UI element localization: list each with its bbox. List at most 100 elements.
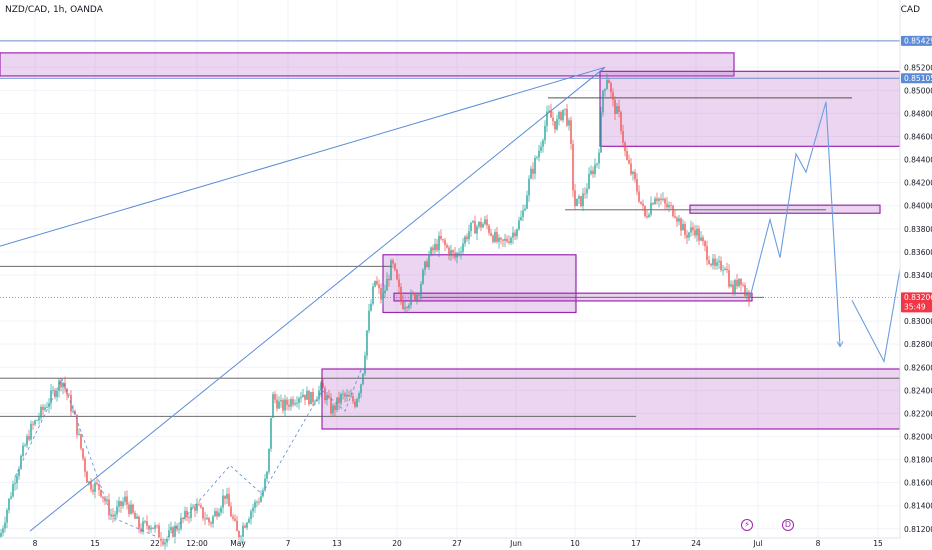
candle-body: [432, 247, 434, 251]
candle-body: [298, 398, 300, 403]
candle-body: [126, 496, 128, 505]
y-tick-label: 0.85000: [904, 86, 932, 95]
candle-body: [488, 225, 490, 233]
candle-body: [170, 527, 172, 531]
candle-body: [716, 262, 718, 266]
candle-body: [736, 280, 738, 287]
candle-body: [532, 168, 534, 174]
candle-body: [732, 284, 734, 294]
candle-body: [4, 522, 6, 529]
candle-body: [118, 501, 120, 507]
candle-body: [596, 163, 598, 165]
dividend-event-icon[interactable]: D: [782, 519, 794, 531]
candle-body: [520, 217, 522, 221]
candle-body: [384, 290, 386, 294]
candle-body: [412, 293, 414, 294]
candle-body: [36, 420, 38, 421]
candle-body: [452, 250, 454, 253]
y-tick-label: 0.83600: [904, 248, 932, 257]
candle-body: [524, 208, 526, 211]
y-tick-label: 0.82000: [904, 432, 932, 441]
y-tick-label: 0.81800: [904, 456, 932, 465]
candle-body: [112, 514, 114, 517]
candle-body: [60, 380, 62, 388]
candle-body: [570, 120, 572, 144]
candle-body: [414, 293, 416, 301]
y-tick-label: 0.84400: [904, 156, 932, 165]
candle-body: [76, 414, 78, 435]
candle-body: [220, 507, 222, 513]
candle-body: [476, 226, 478, 234]
supply-demand-zone: [599, 70, 901, 147]
candle-body: [26, 436, 28, 446]
candle-body: [580, 196, 582, 207]
earnings-event-icon[interactable]: ⚡: [741, 519, 753, 531]
candle-body: [646, 216, 648, 218]
candle-body: [728, 270, 730, 287]
candle-body: [258, 501, 260, 503]
candle-body: [628, 159, 630, 164]
y-tick-label: 0.84800: [904, 109, 932, 118]
forecast-path-secondary: [851, 269, 901, 364]
candle-body: [230, 506, 232, 517]
candle-body: [8, 498, 10, 511]
candle-body: [456, 252, 458, 258]
candle-body: [38, 417, 40, 421]
candle-body: [450, 250, 452, 256]
candle-body: [658, 198, 660, 201]
candle-body: [292, 399, 294, 405]
candle-body: [200, 505, 202, 508]
candle-body: [630, 163, 632, 175]
candle-body: [360, 384, 362, 394]
candle-body: [244, 525, 246, 528]
candle-body: [290, 399, 292, 407]
candle-body: [168, 530, 170, 539]
time-axis[interactable]: 8 15 22 12:00 May 7 13 20 27 Jun 10 17 24 Jul 8 15: [0, 537, 900, 548]
candle-body: [478, 221, 480, 227]
candle-body: [578, 196, 580, 199]
candle-body: [522, 210, 524, 218]
forecast-path: [749, 101, 841, 347]
candle-body: [742, 284, 744, 286]
candle-body: [216, 511, 218, 517]
candle-body: [698, 228, 700, 241]
x-tick-label: 24: [691, 539, 701, 548]
candle-body: [68, 394, 70, 396]
candle-body: [288, 404, 290, 407]
candle-body: [492, 235, 494, 242]
candle-body: [138, 516, 140, 529]
candle-body: [636, 179, 638, 192]
x-tick-label: 27: [452, 539, 462, 548]
price-label-bg: [901, 73, 932, 84]
candle-body: [392, 260, 394, 264]
candle-body: [434, 243, 436, 251]
candle-body: [504, 238, 506, 241]
candle-body: [640, 201, 642, 204]
candle-body: [340, 393, 342, 404]
candle-body: [676, 217, 678, 222]
candle-body: [606, 80, 608, 89]
candle-body: [50, 390, 52, 404]
candle-body: [724, 268, 726, 270]
candle-body: [52, 390, 54, 392]
candle-body: [326, 395, 328, 401]
candle-body: [140, 528, 142, 532]
price-axis[interactable]: 0.85200 0.85000 0.84800 0.84600 0.84400 0.842…: [899, 0, 932, 550]
candle-body: [680, 218, 682, 231]
candle-body: [302, 394, 304, 397]
candle-body: [328, 395, 330, 398]
candle-body: [674, 216, 676, 218]
candle-body: [16, 475, 18, 484]
candle-body: [46, 407, 48, 408]
candle-body: [708, 260, 710, 264]
candle-body: [88, 481, 90, 483]
candle-body: [556, 119, 558, 130]
y-tick-label: 0.81600: [904, 479, 932, 488]
candle-body: [20, 456, 22, 469]
candle-body: [300, 396, 302, 399]
x-tick-label: 20: [392, 539, 402, 548]
candle-body: [388, 279, 390, 281]
candle-body: [748, 292, 750, 302]
candle-body: [210, 522, 212, 524]
